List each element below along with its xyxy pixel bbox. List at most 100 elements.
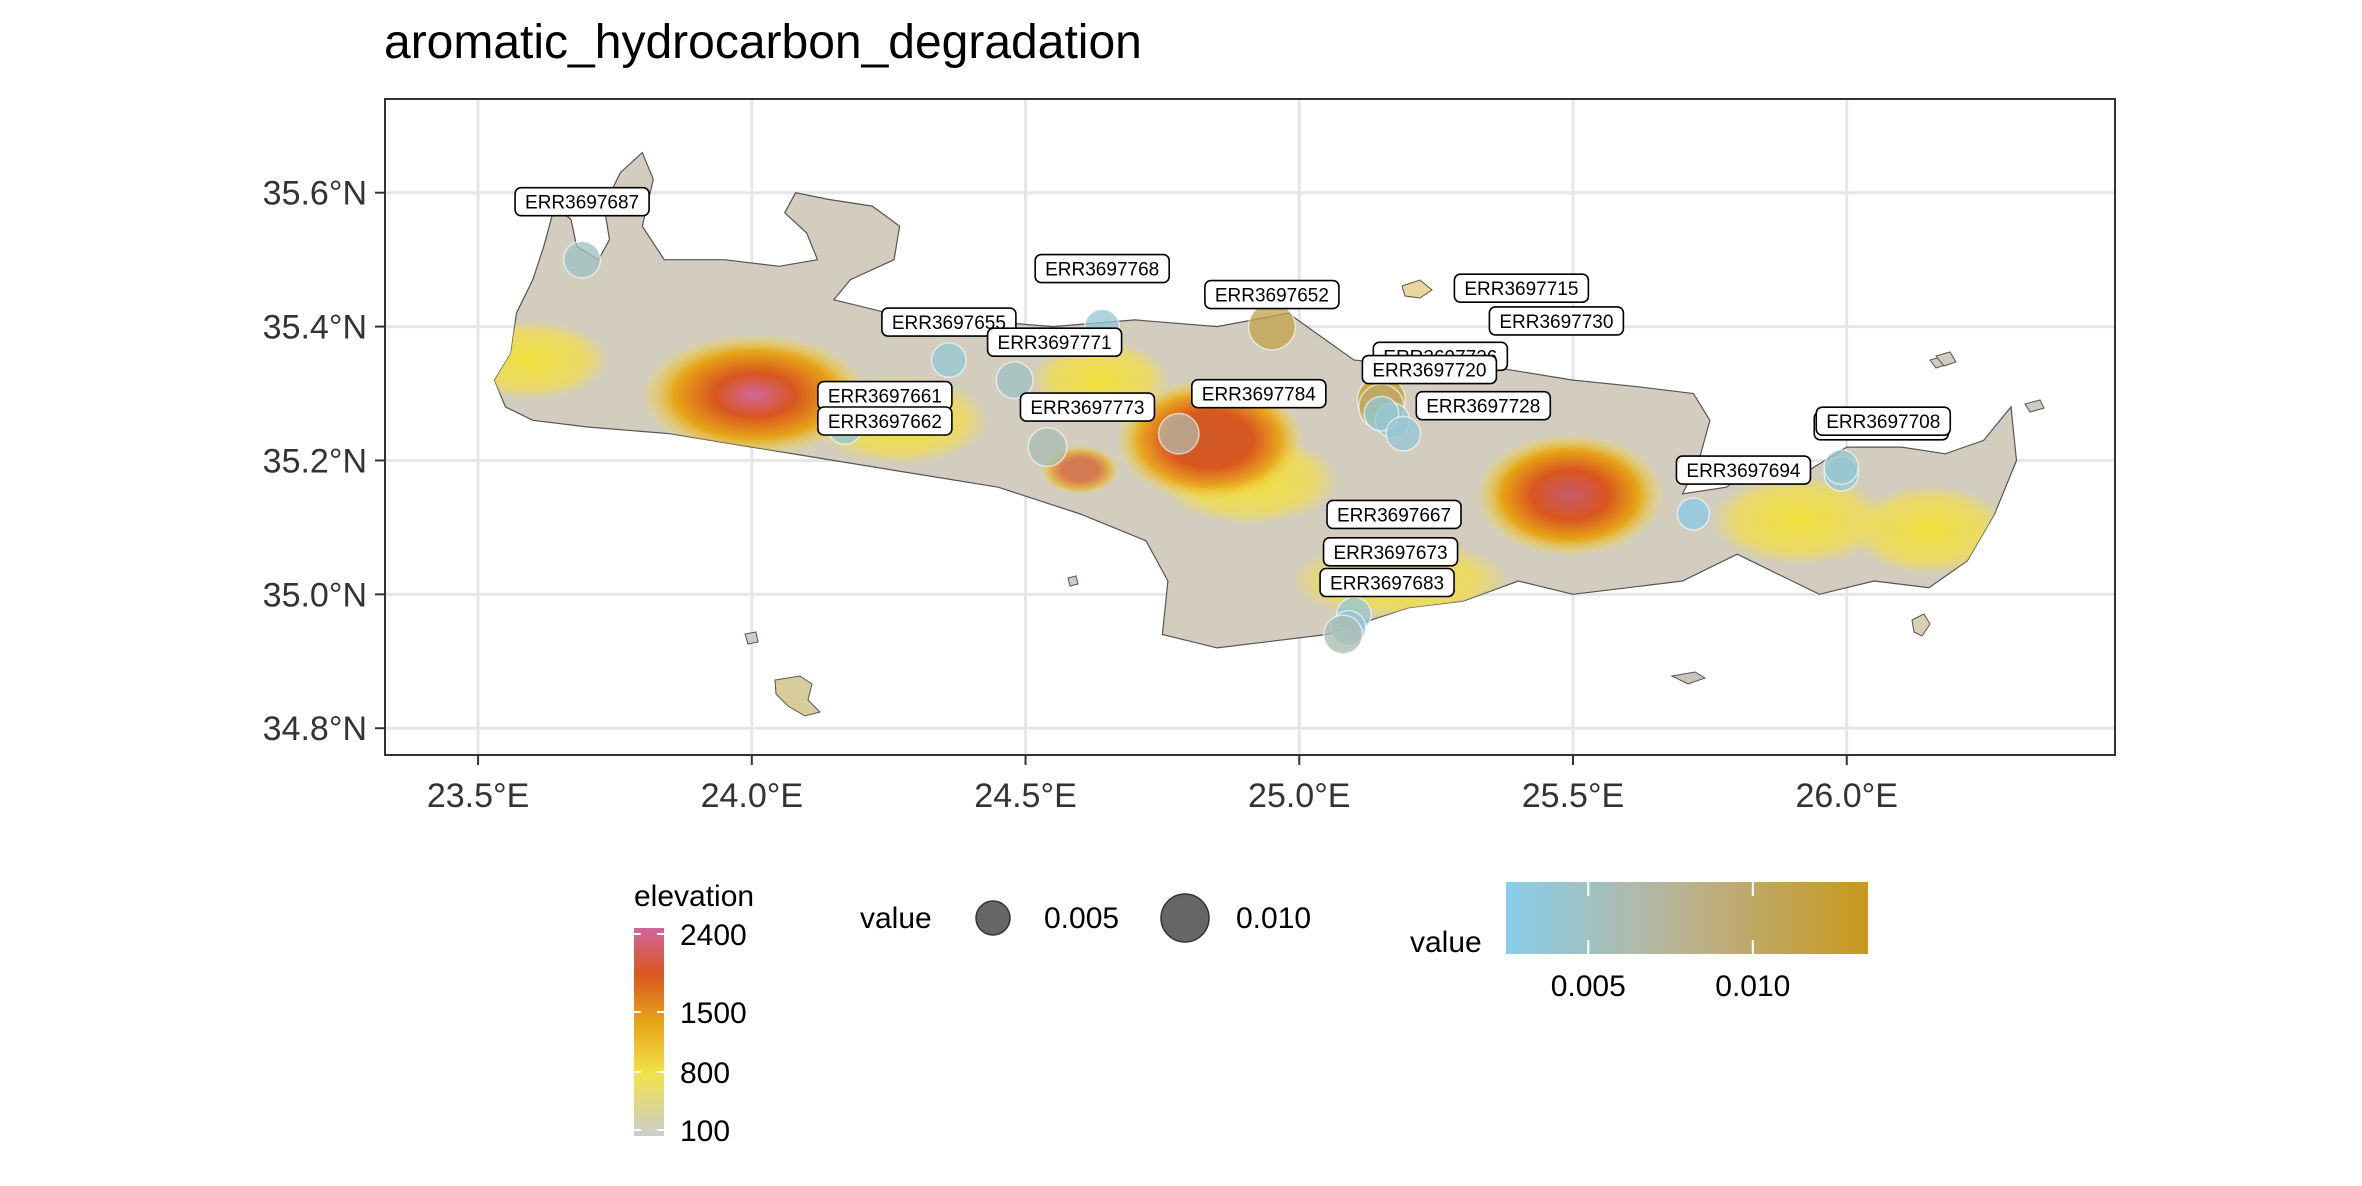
legend-elevation: elevation 2400 1500 800 100 xyxy=(634,880,754,1148)
islet-gavdos xyxy=(774,675,821,717)
sample-label-text: ERR3697773 xyxy=(1030,398,1144,419)
sample-label-text: ERR3697667 xyxy=(1337,505,1451,526)
legend-elevation-bar xyxy=(634,928,664,1136)
x-tick-label: 24.0°E xyxy=(701,777,803,815)
legend-elevation-ticks: 2400 1500 800 100 xyxy=(634,919,747,1148)
islet-dia xyxy=(1401,279,1433,299)
sample-label-box xyxy=(1326,499,1462,530)
sample-label-box xyxy=(1361,354,1498,385)
sample-label: ERR3697661 xyxy=(817,380,953,411)
sample-label-text: ERR3697708 xyxy=(1826,412,1940,433)
sample-point[interactable] xyxy=(1385,415,1422,452)
legend-size-swatch xyxy=(975,900,1011,936)
sample-label-box xyxy=(986,327,1123,357)
sample-label: ERR3697655 xyxy=(881,307,1017,337)
y-axis: 34.8°N 35.0°N 35.2°N 35.4°N 35.6°N xyxy=(263,175,385,748)
sample-label-box xyxy=(881,307,1017,337)
sample-point[interactable] xyxy=(1823,449,1860,486)
sample-point[interactable] xyxy=(1027,427,1068,468)
y-tick-label: 35.4°N xyxy=(263,309,367,347)
legend-size-items: 0.005 0.010 xyxy=(975,893,1311,943)
legend-elevation-label: 2400 xyxy=(680,919,747,952)
sample-label-box xyxy=(817,406,953,436)
sample-label: ERR3697708 xyxy=(1815,406,1952,436)
sample-label-text: ERR3697694 xyxy=(1686,461,1801,482)
y-tick-label: 35.2°N xyxy=(263,442,367,480)
sample-label-text: ERR3697673 xyxy=(1333,543,1447,564)
x-tick-label: 25.0°E xyxy=(1248,777,1350,815)
legend-size-label: 0.005 xyxy=(1044,902,1119,935)
y-tick-label: 35.0°N xyxy=(263,576,367,614)
sample-label-box xyxy=(1815,406,1952,436)
sample-label-text: ERR3697715 xyxy=(1464,279,1578,300)
legend-color-bar xyxy=(1506,882,1868,954)
sample-label-text: ERR3697687 xyxy=(525,193,639,214)
legend-elevation-label: 100 xyxy=(680,1115,730,1148)
sample-label-box xyxy=(1488,306,1625,336)
legend-size-label: 0.010 xyxy=(1236,902,1311,935)
plot-title: aromatic_hydrocarbon_degradation xyxy=(384,16,1142,69)
sample-point[interactable] xyxy=(995,361,1034,400)
sample-point[interactable] xyxy=(563,240,602,279)
sample-label: ERR3697687 xyxy=(514,186,650,217)
sample-label: ERR3697673 xyxy=(1322,537,1459,567)
legend-color: value 0.005 0.010 xyxy=(1410,882,1868,1003)
x-axis: 23.5°E 24.0°E 24.5°E 25.0°E 25.5°E 26.0°E xyxy=(427,755,1898,815)
legend-color-ticks: 0.005 0.010 xyxy=(1551,882,1790,1003)
islet-chrysi xyxy=(1670,671,1707,685)
sample-label-text: ERR3697720 xyxy=(1372,361,1486,382)
islet-small-2 xyxy=(1067,575,1079,587)
x-tick-label: 25.5°E xyxy=(1522,777,1624,815)
sample-label: ERR3697667 xyxy=(1326,499,1462,530)
sample-label: ERR3697652 xyxy=(1204,279,1340,310)
sample-label: ERR3697768 xyxy=(1034,253,1170,284)
sample-label: ERR3697730 xyxy=(1488,306,1625,336)
sample-label: ERR3697694 xyxy=(1675,455,1812,485)
legend-size-title: value xyxy=(860,902,932,935)
legend-elevation-label: 800 xyxy=(680,1057,730,1090)
sample-label: ERR3697683 xyxy=(1319,567,1455,598)
sample-point[interactable] xyxy=(1247,302,1296,351)
y-tick-label: 35.6°N xyxy=(263,175,367,213)
legend-color-label: 0.005 xyxy=(1551,970,1626,1003)
sample-label-text: ERR3697730 xyxy=(1499,312,1613,333)
islet-east xyxy=(2024,399,2045,413)
legend-size: value 0.005 0.010 xyxy=(860,893,1311,943)
sample-label-text: ERR3697771 xyxy=(998,333,1112,354)
sample-point[interactable] xyxy=(1323,614,1364,655)
y-tick-label: 34.8°N xyxy=(263,710,367,748)
sample-point[interactable] xyxy=(1676,497,1711,531)
sample-label-text: ERR3697784 xyxy=(1202,385,1317,406)
sample-label: ERR3697773 xyxy=(1019,392,1156,422)
sample-point[interactable] xyxy=(1157,412,1200,455)
x-tick-label: 26.0°E xyxy=(1796,777,1898,815)
map-panel: ERR3697687 ERR3697768 ERR3697652 ERR3697655… xyxy=(384,98,2116,756)
x-tick-label: 23.5°E xyxy=(427,777,529,815)
sample-label-text: ERR3697652 xyxy=(1215,286,1329,307)
sample-label-text: ERR3697655 xyxy=(892,313,1006,334)
sample-label-box xyxy=(1322,537,1459,567)
sample-label-box xyxy=(514,186,650,217)
x-tick-label: 24.5°E xyxy=(974,777,1076,815)
sample-label-text: ERR3697683 xyxy=(1330,574,1444,595)
legend-size-swatch xyxy=(1160,893,1210,943)
islet-dionysades xyxy=(1935,351,1957,367)
islet-koufonisi xyxy=(1911,613,1931,637)
sample-label: ERR3697662 xyxy=(817,406,953,436)
panel-border xyxy=(384,98,2116,756)
sample-label: ERR3697715 xyxy=(1453,273,1590,304)
sample-label-text: ERR3697661 xyxy=(828,387,942,408)
sample-label-box xyxy=(1453,273,1590,304)
sample-label-box xyxy=(1675,455,1812,485)
sample-label-text: ERR3697768 xyxy=(1045,260,1159,281)
sample-label-box xyxy=(1204,279,1340,310)
sample-label: ERR3697784 xyxy=(1191,378,1327,409)
sample-label-box xyxy=(1319,567,1455,598)
sample-label: ERR3697728 xyxy=(1415,390,1552,421)
legend-color-label: 0.010 xyxy=(1715,970,1790,1003)
sample-point[interactable] xyxy=(930,342,967,379)
legend-elevation-label: 1500 xyxy=(680,997,747,1030)
sample-labels: ERR3697687 ERR3697768 ERR3697652 ERR3697655… xyxy=(514,186,1952,598)
